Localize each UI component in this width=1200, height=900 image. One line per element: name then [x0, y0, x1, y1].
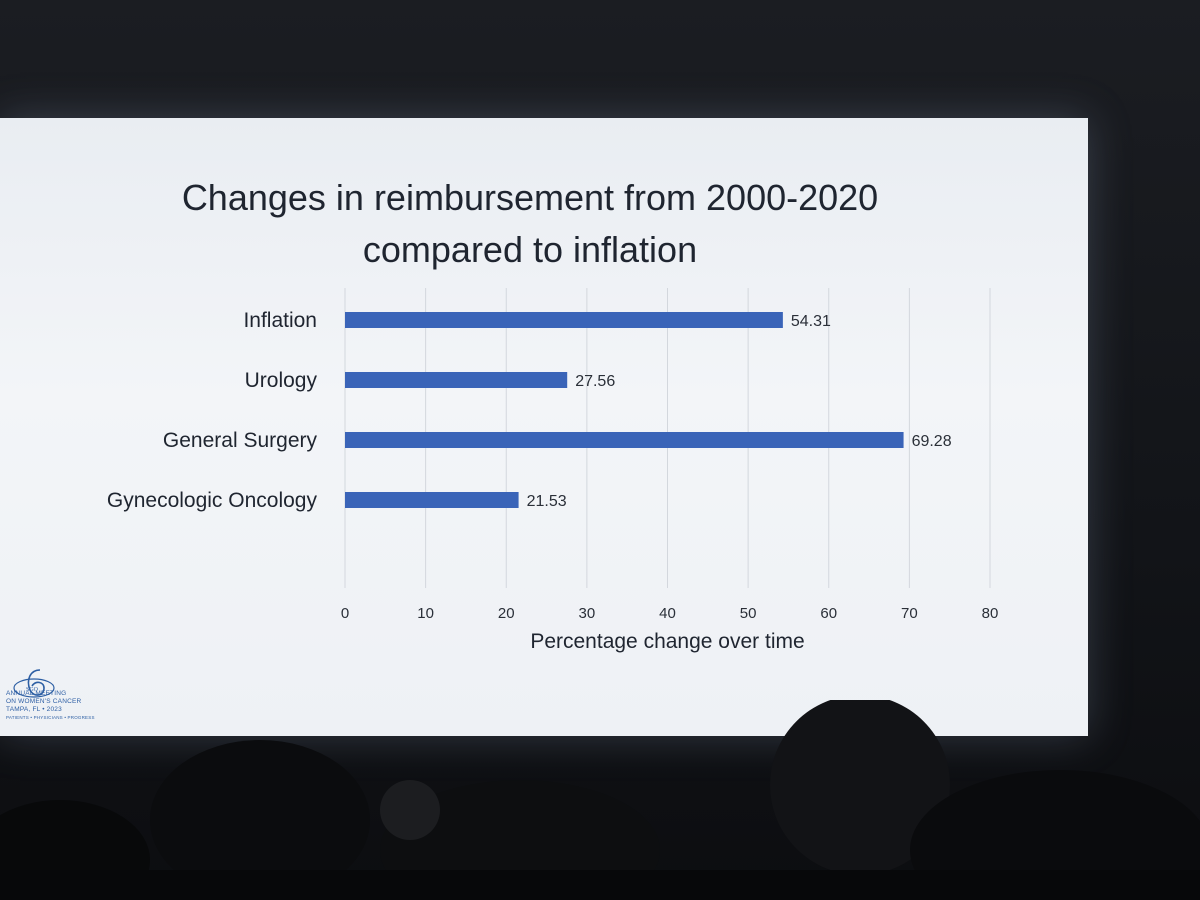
sgo-logo-icon: SGO [13, 669, 55, 698]
projection-screen: Changes in reimbursement from 2000-2020 … [0, 118, 1088, 736]
bar-urology [345, 372, 568, 388]
x-tick-label: 0 [341, 605, 349, 622]
x-axis-title: Percentage change over time [530, 630, 804, 653]
logo-line-1: ANNUAL MEETING [6, 690, 67, 697]
x-tick-label: 60 [820, 605, 837, 622]
category-label: Gynecologic Oncology [107, 489, 318, 512]
data-label: 27.56 [575, 373, 615, 390]
x-tick-label: 30 [579, 605, 596, 622]
category-label: Inflation [243, 309, 317, 332]
x-tick-label: 50 [740, 605, 757, 622]
x-tick-label: 10 [417, 605, 434, 622]
chart-title: Changes in reimbursement from 2000-2020 … [120, 172, 940, 276]
bar-chart: 0 10 20 30 40 50 60 70 80 Inflation 54.31 Urology 27… [107, 288, 999, 653]
bar-gynecologic-oncology [345, 492, 519, 508]
bar-general-surgery [345, 432, 904, 448]
category-label: General Surgery [163, 429, 318, 452]
bar-inflation [345, 312, 783, 328]
x-tick-label: 80 [982, 605, 999, 622]
data-label: 21.53 [527, 493, 567, 510]
x-tick-label: 20 [498, 605, 515, 622]
data-label: 69.28 [912, 433, 952, 450]
logo-mark: SGO [26, 687, 39, 693]
logo-line-3: TAMPA, FL • 2023 [6, 706, 62, 713]
x-tick-label: 40 [659, 605, 676, 622]
data-label: 54.31 [791, 313, 831, 330]
category-label: Urology [245, 369, 318, 392]
logo-line-2: ON WOMEN'S CANCER [6, 698, 82, 705]
chart-title-line-1: Changes in reimbursement from 2000-2020 [181, 177, 879, 218]
logo-caption: ANNUAL MEETING ON WOMEN'S CANCER TAMPA, … [6, 690, 102, 722]
logo-line-4: PATIENTS • PHYSICIANS • PROGRESS [6, 715, 95, 720]
x-tick-label: 70 [901, 605, 918, 622]
chart-title-line-2: compared to inflation [362, 229, 698, 270]
